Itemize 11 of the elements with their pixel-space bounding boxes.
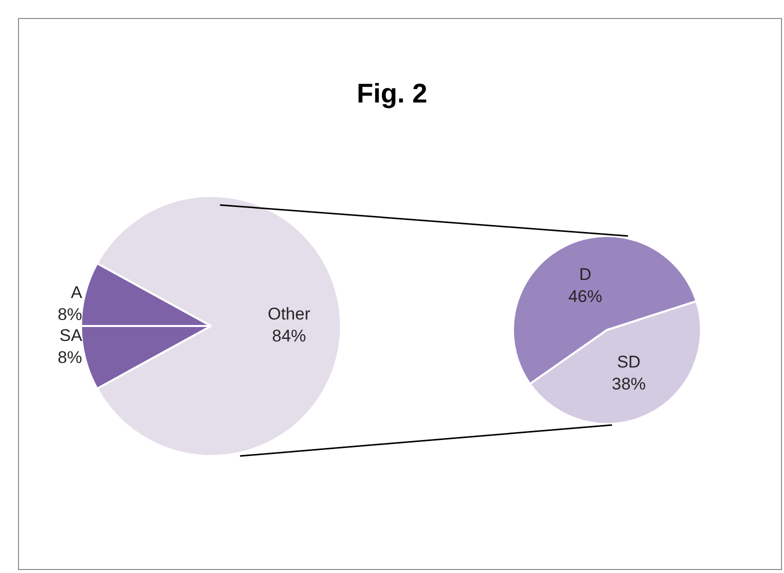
data-label: 84% (272, 326, 306, 346)
chart-title: Fig. 2 (356, 78, 428, 108)
slice-label: A (70, 283, 83, 302)
data-label: 8% (58, 305, 82, 324)
data-label: 38% (612, 374, 646, 394)
data-label: 8% (58, 348, 82, 368)
slice-label: Other (268, 304, 311, 324)
data-label: 46% (568, 286, 602, 306)
slice-label: SD (616, 352, 641, 372)
slice-label: SA (59, 326, 83, 346)
slice-label: D (579, 264, 592, 284)
